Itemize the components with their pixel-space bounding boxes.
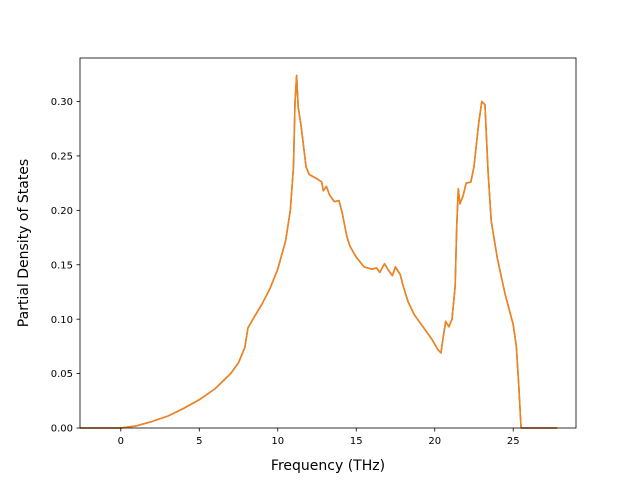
x-tick-label: 25 xyxy=(507,436,520,447)
x-tick-label: 15 xyxy=(350,436,363,447)
series-line-2 xyxy=(80,74,558,429)
x-tick-label: 10 xyxy=(271,436,284,447)
y-tick-label: 0.30 xyxy=(51,97,73,108)
x-tick-label: 20 xyxy=(428,436,441,447)
x-axis: 0 5 10 15 20 25 xyxy=(118,428,520,447)
y-tick-label: 0.05 xyxy=(51,369,73,380)
x-axis-label: Frequency (THz) xyxy=(271,458,385,474)
y-axis: 0.00 0.05 0.10 0.15 0.20 0.25 0.30 xyxy=(51,97,80,435)
y-tick-label: 0.15 xyxy=(51,260,73,271)
plot-frame xyxy=(79,57,577,429)
y-tick-label: 0.00 xyxy=(51,424,73,435)
y-axis-label: Partial Density of States xyxy=(16,159,32,327)
y-tick-label: 0.20 xyxy=(51,206,73,217)
x-tick-label: 0 xyxy=(118,436,124,447)
series-layer xyxy=(80,74,558,429)
plot-area xyxy=(79,57,577,429)
x-tick-label: 5 xyxy=(196,436,202,447)
y-tick-label: 0.25 xyxy=(51,152,73,163)
y-tick-label: 0.10 xyxy=(51,315,73,326)
